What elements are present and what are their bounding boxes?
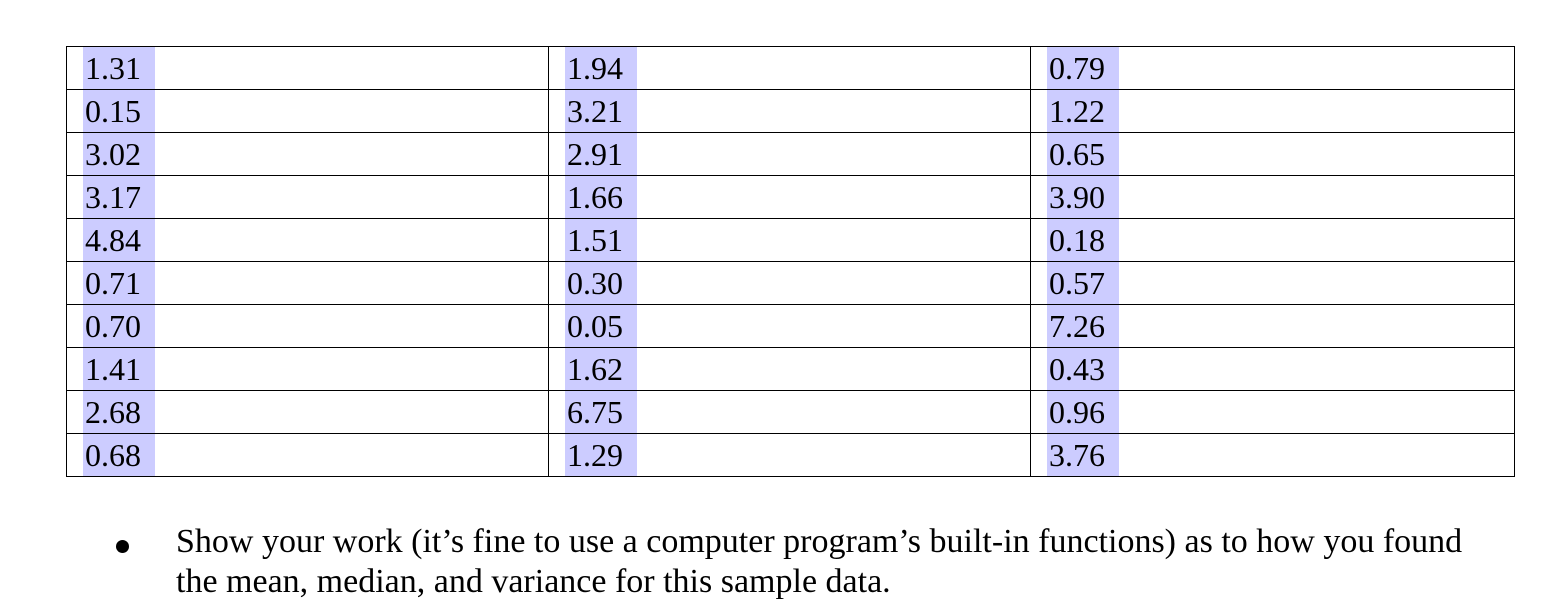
table-cell[interactable]: 0.70 xyxy=(66,304,549,348)
cell-value: 3.76 xyxy=(1047,434,1119,476)
table-cell[interactable]: 2.68 xyxy=(66,390,549,434)
table-cell[interactable]: 1.62 xyxy=(548,347,1031,391)
cell-value: 0.71 xyxy=(83,262,155,304)
table-cell[interactable]: 0.68 xyxy=(66,433,549,477)
table-cell[interactable]: 1.51 xyxy=(548,218,1031,262)
cell-value: 2.91 xyxy=(565,133,637,175)
cell-value: 1.29 xyxy=(565,434,637,476)
bullet-icon xyxy=(116,540,129,553)
table-cell[interactable]: 0.30 xyxy=(548,261,1031,305)
table-cell[interactable]: 3.21 xyxy=(548,89,1031,133)
cell-value: 0.43 xyxy=(1047,348,1119,390)
table-row: 0.68 1.29 3.76 xyxy=(66,433,1515,477)
cell-value: 0.68 xyxy=(83,434,155,476)
sample-data-table: 1.31 1.94 0.79 0.15 3.21 1.22 3.02 2.91 … xyxy=(66,46,1515,477)
table-cell[interactable]: 1.22 xyxy=(1030,89,1515,133)
cell-value: 0.70 xyxy=(83,305,155,347)
table-cell[interactable]: 3.76 xyxy=(1030,433,1515,477)
cell-value: 3.90 xyxy=(1047,176,1119,218)
cell-value: 0.30 xyxy=(565,262,637,304)
cell-value: 0.05 xyxy=(565,305,637,347)
instruction-text: Show your work (it’s fine to use a compu… xyxy=(176,523,1463,600)
table-cell[interactable]: 3.90 xyxy=(1030,175,1515,219)
cell-value: 0.57 xyxy=(1047,262,1119,304)
table-row: 4.84 1.51 0.18 xyxy=(66,218,1515,262)
table-cell[interactable]: 0.43 xyxy=(1030,347,1515,391)
cell-value: 0.15 xyxy=(83,90,155,132)
cell-value: 3.17 xyxy=(83,176,155,218)
cell-value: 2.68 xyxy=(83,391,155,433)
cell-value: 0.65 xyxy=(1047,133,1119,175)
table-cell[interactable]: 1.41 xyxy=(66,347,549,391)
table-cell[interactable]: 1.94 xyxy=(548,46,1031,90)
table-cell[interactable]: 0.79 xyxy=(1030,46,1515,90)
cell-value: 1.51 xyxy=(565,219,637,261)
table-body: 1.31 1.94 0.79 0.15 3.21 1.22 3.02 2.91 … xyxy=(66,46,1515,477)
table-cell[interactable]: 3.17 xyxy=(66,175,549,219)
table-cell[interactable]: 7.26 xyxy=(1030,304,1515,348)
table-cell[interactable]: 3.02 xyxy=(66,132,549,176)
table-cell[interactable]: 0.15 xyxy=(66,89,549,133)
table-cell[interactable]: 1.66 xyxy=(548,175,1031,219)
table-cell[interactable]: 0.18 xyxy=(1030,218,1515,262)
table-cell[interactable]: 6.75 xyxy=(548,390,1031,434)
cell-value: 1.41 xyxy=(83,348,155,390)
cell-value: 3.21 xyxy=(565,90,637,132)
table-row: 0.15 3.21 1.22 xyxy=(66,89,1515,133)
table-cell[interactable]: 0.57 xyxy=(1030,261,1515,305)
cell-value: 1.31 xyxy=(83,47,155,89)
table-row: 1.41 1.62 0.43 xyxy=(66,347,1515,391)
table-cell[interactable]: 2.91 xyxy=(548,132,1031,176)
table-cell[interactable]: 0.71 xyxy=(66,261,549,305)
table-cell[interactable]: 0.65 xyxy=(1030,132,1515,176)
cell-value: 4.84 xyxy=(83,219,155,261)
table-cell[interactable]: 4.84 xyxy=(66,218,549,262)
cell-value: 1.94 xyxy=(565,47,637,89)
table-cell[interactable]: 0.05 xyxy=(548,304,1031,348)
cell-value: 7.26 xyxy=(1047,305,1119,347)
cell-value: 3.02 xyxy=(83,133,155,175)
table-row: 3.02 2.91 0.65 xyxy=(66,132,1515,176)
cell-value: 0.96 xyxy=(1047,391,1119,433)
table-cell[interactable]: 1.31 xyxy=(66,46,549,90)
cell-value: 1.62 xyxy=(565,348,637,390)
cell-value: 1.22 xyxy=(1047,90,1119,132)
table-row: 0.71 0.30 0.57 xyxy=(66,261,1515,305)
table-cell[interactable]: 0.96 xyxy=(1030,390,1515,434)
cell-value: 0.18 xyxy=(1047,219,1119,261)
cell-value: 0.79 xyxy=(1047,47,1119,89)
table-row: 2.68 6.75 0.96 xyxy=(66,390,1515,434)
cell-value: 6.75 xyxy=(565,391,637,433)
table-row: 0.70 0.05 7.26 xyxy=(66,304,1515,348)
table-row: 3.17 1.66 3.90 xyxy=(66,175,1515,219)
cell-value: 1.66 xyxy=(565,176,637,218)
table-row: 1.31 1.94 0.79 xyxy=(66,46,1515,90)
table-cell[interactable]: 1.29 xyxy=(548,433,1031,477)
